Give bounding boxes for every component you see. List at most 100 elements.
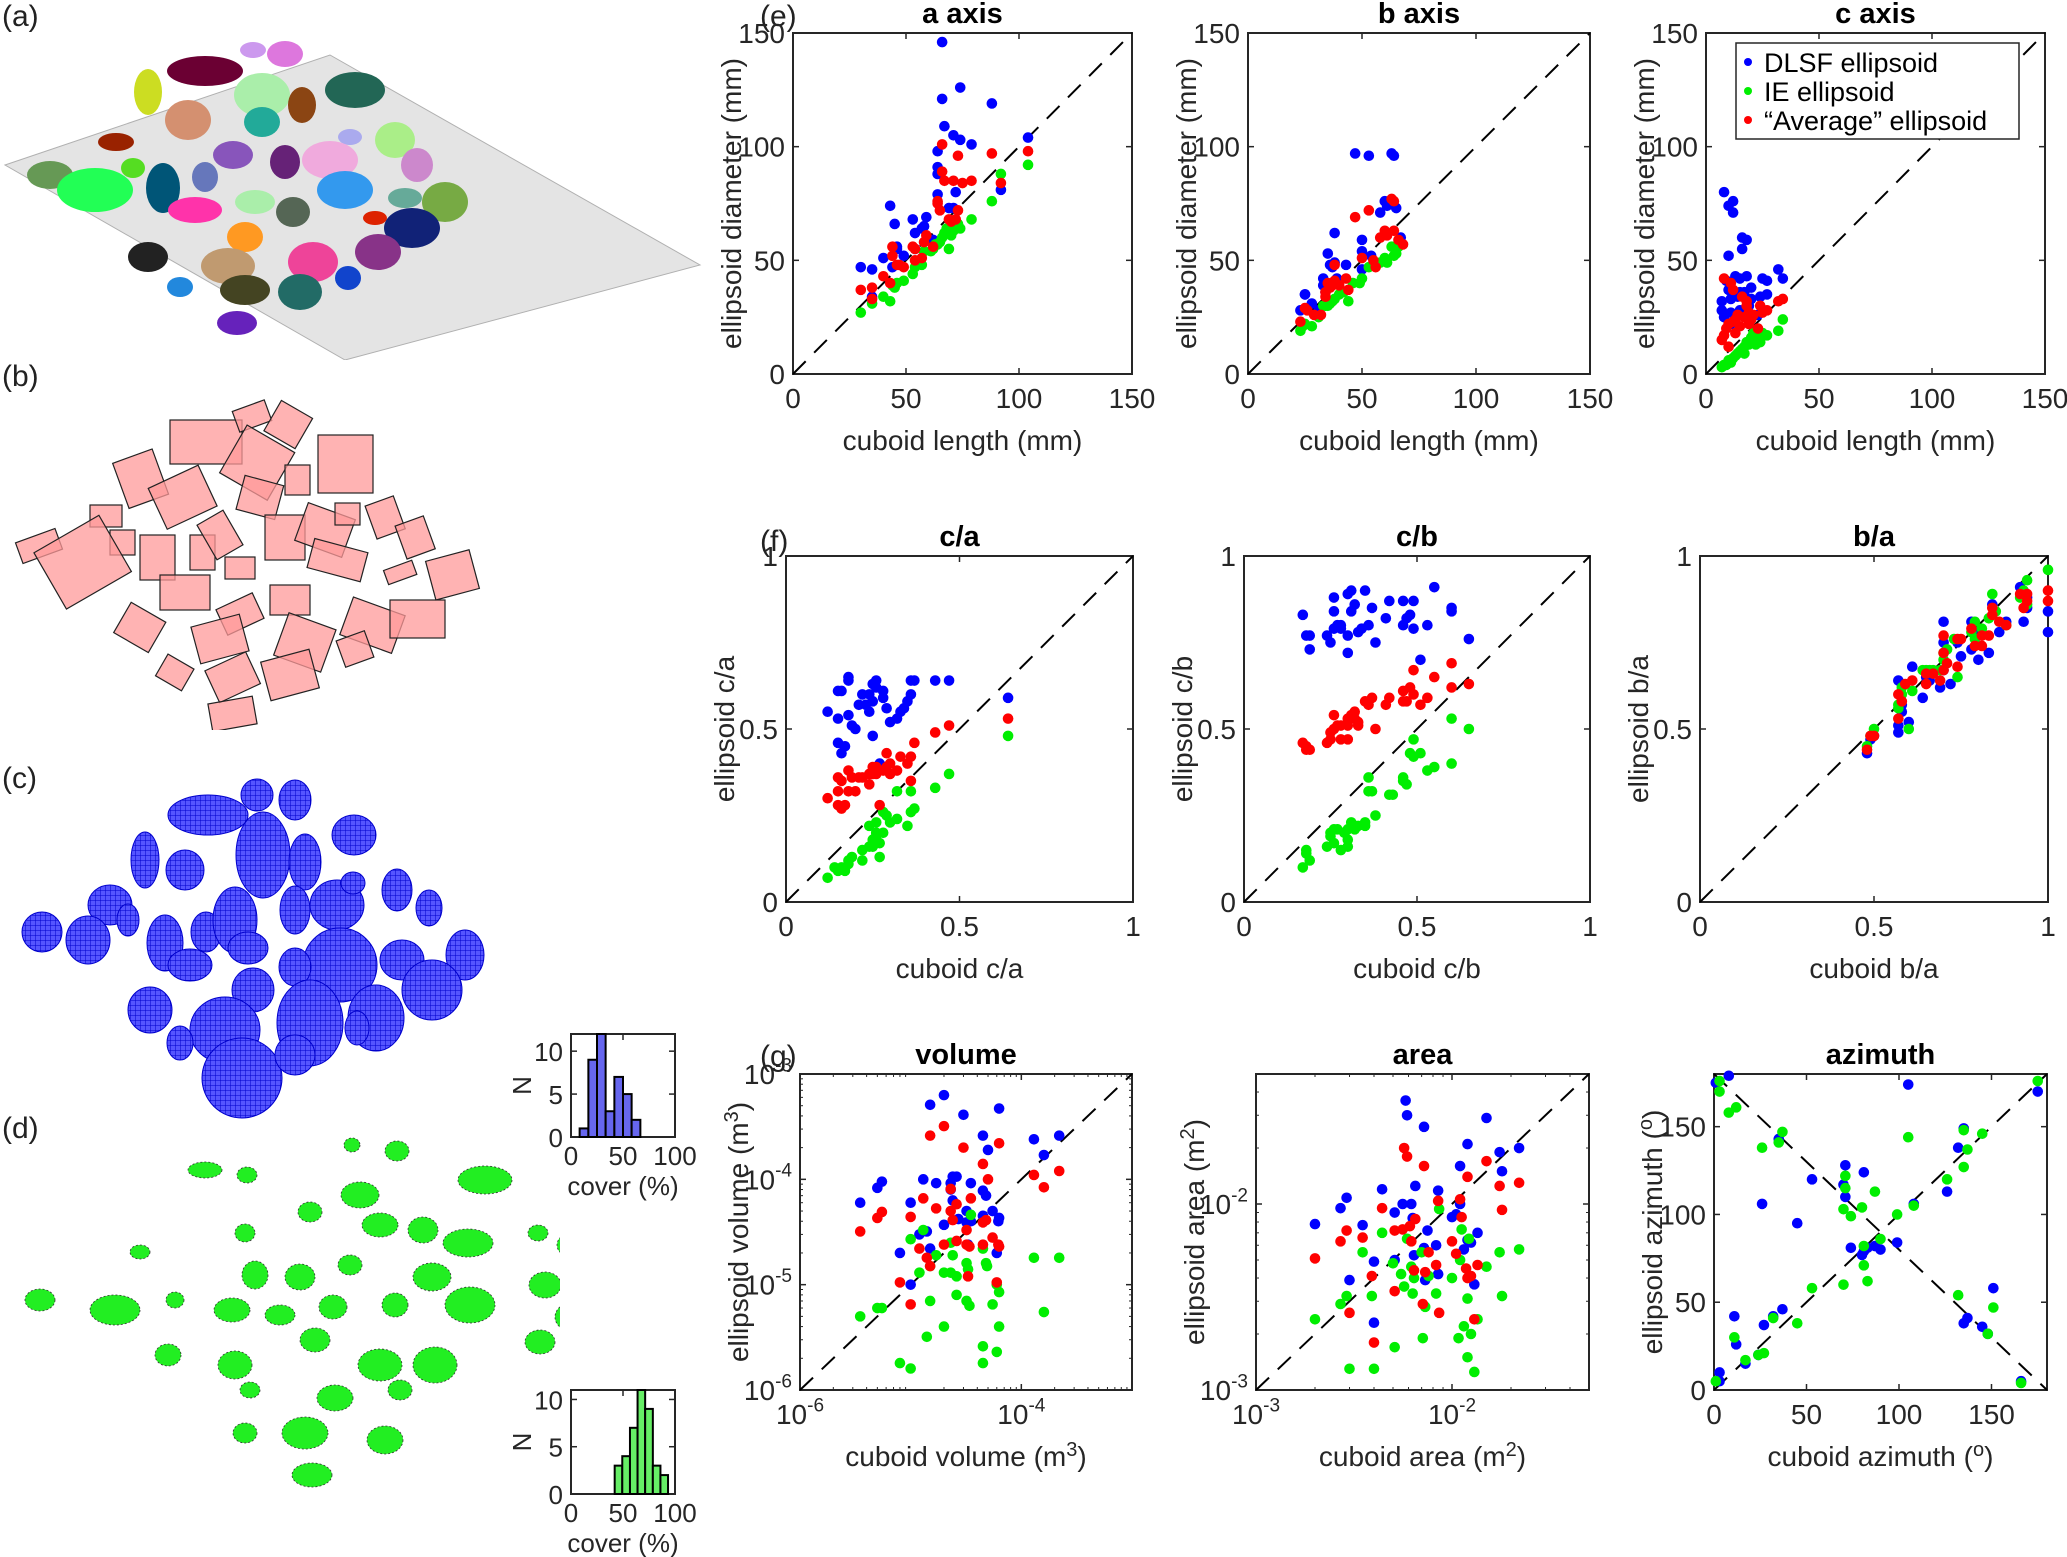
data-point-ie bbox=[1714, 1075, 1725, 1087]
y-tick-label: 10 bbox=[534, 1037, 563, 1067]
x-tick-label: 10-6 bbox=[776, 1395, 824, 1430]
data-point-dlsf bbox=[1454, 1160, 1466, 1172]
data-point-avg bbox=[2021, 588, 2033, 600]
data-point-avg bbox=[951, 1235, 962, 1247]
data-point-ie bbox=[1398, 1281, 1410, 1292]
data-point-avg bbox=[1419, 1266, 1431, 1278]
legend-box bbox=[1735, 42, 2020, 140]
data-point-ie bbox=[1387, 1257, 1399, 1269]
y-tick-label: 100 bbox=[738, 132, 785, 163]
data-point-ie bbox=[954, 223, 966, 234]
data-point-ie bbox=[1941, 1174, 1953, 1185]
data-point-dlsf bbox=[951, 1171, 962, 1182]
data-point-ie bbox=[1463, 723, 1475, 735]
data-point-ie bbox=[1976, 1128, 1988, 1139]
series-avg bbox=[1295, 193, 1409, 328]
y-tick-label: 0 bbox=[549, 1480, 563, 1510]
data-point-dlsf bbox=[1777, 273, 1789, 284]
data-point-ie bbox=[1389, 1341, 1400, 1353]
chart-title: b axis bbox=[1378, 0, 1460, 30]
data-point-dlsf bbox=[958, 1109, 969, 1121]
data-point-avg bbox=[866, 282, 878, 293]
legend-marker-dlsf bbox=[1744, 58, 1752, 66]
series-ie bbox=[1297, 713, 1475, 873]
data-point-ie bbox=[1856, 1202, 1868, 1213]
data-point-avg bbox=[1349, 211, 1361, 223]
x-tick-label: 10-4 bbox=[997, 1395, 1045, 1430]
y-tick-label: 1 bbox=[1220, 541, 1236, 572]
data-point-avg bbox=[929, 727, 941, 738]
data-point-avg bbox=[1388, 195, 1400, 207]
data-point-ie bbox=[1456, 1224, 1467, 1235]
data-point-avg bbox=[932, 195, 943, 207]
data-point-dlsf bbox=[832, 713, 844, 724]
data-point-dlsf bbox=[863, 706, 875, 717]
data-point-ie bbox=[1458, 1321, 1470, 1332]
data-point-dlsf bbox=[1299, 289, 1311, 300]
data-point-avg bbox=[945, 1183, 956, 1195]
y-axis-label: N bbox=[507, 1433, 537, 1452]
data-point-ie bbox=[1028, 1252, 1040, 1264]
data-point-dlsf bbox=[1983, 647, 1995, 659]
data-point-ie bbox=[951, 1289, 962, 1301]
data-point-ie bbox=[1777, 1126, 1788, 1138]
data-point-avg bbox=[1309, 1253, 1321, 1264]
data-point-ie bbox=[1446, 758, 1457, 769]
data-point-avg bbox=[966, 175, 977, 187]
y-axis-label: ellipsoid diameter (mm) bbox=[1171, 58, 1202, 349]
data-point-avg bbox=[1463, 678, 1475, 690]
blue-ellipsoids bbox=[21, 778, 485, 1119]
data-point-dlsf bbox=[1494, 1146, 1505, 1158]
data-point-ie bbox=[1446, 1272, 1458, 1284]
data-point-dlsf bbox=[1481, 1112, 1492, 1124]
data-point-avg bbox=[977, 1158, 989, 1170]
data-point-avg bbox=[884, 758, 896, 769]
data-point-dlsf bbox=[843, 675, 854, 686]
y-axis-label: ellipsoid c/b bbox=[1167, 656, 1198, 802]
x-tick-label: 50 bbox=[609, 1141, 638, 1171]
colored-clasts bbox=[27, 41, 468, 335]
y-axis-label: ellipsoid c/a bbox=[709, 655, 740, 802]
data-point-avg bbox=[1335, 1236, 1346, 1247]
data-point-ie bbox=[1465, 1328, 1477, 1340]
panel-label-b: (b) bbox=[2, 360, 39, 393]
data-point-avg bbox=[1022, 145, 1034, 157]
panel-label-c: (c) bbox=[2, 762, 37, 795]
data-point-avg bbox=[1446, 682, 1457, 693]
data-point-dlsf bbox=[867, 730, 879, 742]
x-tick-label: 0 bbox=[564, 1498, 578, 1528]
data-point-ie bbox=[1328, 837, 1340, 849]
data-point-ie bbox=[1902, 1131, 1914, 1143]
data-point-avg bbox=[1868, 730, 1880, 742]
data-point-avg bbox=[1727, 284, 1739, 296]
legend-marker-ie bbox=[1744, 87, 1752, 95]
data-point-avg bbox=[884, 277, 896, 289]
data-point-ie bbox=[917, 1224, 929, 1236]
chart-title: azimuth bbox=[1826, 1039, 1936, 1071]
chart-c-over-b: 0 0.5 1 0 0.5 1 c/b cuboid c/b ellipsoid c/b bbox=[1167, 521, 1598, 984]
data-point-dlsf bbox=[977, 1130, 989, 1141]
y-tick-label: 5 bbox=[549, 1080, 563, 1110]
reference-line-identity bbox=[1247, 32, 1591, 375]
data-point-ie bbox=[977, 1340, 989, 1352]
data-point-dlsf bbox=[1397, 595, 1409, 607]
data-point-dlsf bbox=[1741, 234, 1752, 246]
data-point-ie bbox=[891, 813, 903, 825]
data-point-avg bbox=[1481, 1155, 1492, 1167]
data-point-avg bbox=[962, 1271, 974, 1282]
histogram-bar bbox=[630, 1118, 642, 1139]
data-point-ie bbox=[1773, 325, 1784, 337]
data-point-dlsf bbox=[1400, 1095, 1411, 1106]
data-point-avg bbox=[1460, 1263, 1472, 1274]
data-point-dlsf bbox=[884, 200, 896, 212]
data-point-ie bbox=[874, 851, 885, 863]
data-point-dlsf bbox=[1430, 1239, 1442, 1251]
chart-title: area bbox=[1393, 1039, 1454, 1071]
panel-label-g: (g) bbox=[760, 1040, 797, 1073]
data-point-ie bbox=[884, 295, 896, 307]
data-point-ie bbox=[1300, 844, 1312, 856]
data-point-ie bbox=[1481, 1261, 1492, 1273]
y-tick-label: 10-3 bbox=[744, 1055, 792, 1090]
data-point-avg bbox=[1384, 692, 1395, 704]
data-point-dlsf bbox=[894, 1247, 906, 1259]
